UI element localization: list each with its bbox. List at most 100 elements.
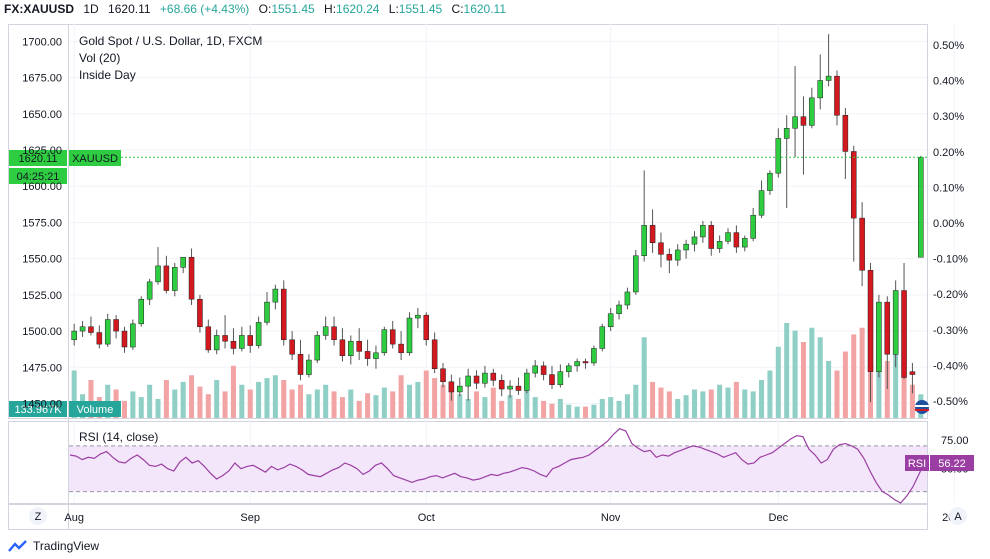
candle-body <box>700 225 706 238</box>
percent-axis[interactable]: 0.50% 0.40% 0.30% 0.20% 0.10% 0.00% -0.10% -0.2… <box>933 40 968 408</box>
tradingview-brand[interactable]: TradingView <box>8 539 99 553</box>
candle-body <box>649 225 656 243</box>
candle-body <box>691 236 698 245</box>
volume-bar <box>264 378 270 418</box>
candle-body <box>792 116 798 129</box>
rsi-label: RSI (14, close) <box>79 430 158 444</box>
volume-bar <box>256 381 262 418</box>
time-axis-left-button[interactable] <box>29 507 47 525</box>
volume-badge-label: Volume <box>77 404 114 416</box>
rsi-band <box>69 445 927 492</box>
candle-body <box>172 267 178 291</box>
volume-label-bg <box>69 401 121 417</box>
volume-bar <box>189 375 195 418</box>
candle-body <box>490 372 497 381</box>
candle-body <box>188 256 195 300</box>
candle-body <box>104 319 111 345</box>
volume-bar <box>893 334 899 418</box>
interval[interactable]: 1D <box>83 2 99 16</box>
volume-bar <box>591 404 597 418</box>
volume-bar <box>800 342 806 418</box>
time-tick-label: Nov <box>601 512 621 524</box>
volume-bar <box>608 397 614 418</box>
volume-bar <box>549 403 555 418</box>
candle-body <box>716 241 723 249</box>
percent-tick-label: 0.40% <box>933 76 964 88</box>
low-value: 1551.45 <box>398 2 443 16</box>
volume-bar <box>465 399 471 418</box>
candle-body <box>130 323 136 348</box>
price-change: +68.66 (+4.43%) <box>159 2 250 16</box>
volume-bar <box>557 399 563 418</box>
candle-body <box>507 385 513 390</box>
volume-bar <box>398 375 404 418</box>
volume-bar <box>515 399 521 418</box>
price-pane-frame <box>8 24 928 419</box>
time-tick-label: Dec <box>769 512 789 524</box>
volume-bar <box>448 389 454 418</box>
candle-body <box>348 340 354 356</box>
volume-bar <box>432 378 438 418</box>
volume-bar <box>356 400 362 418</box>
volume-bar <box>901 370 907 418</box>
rsi-value: 56.22 <box>938 458 966 470</box>
candle-body <box>457 385 463 393</box>
candle-body <box>658 242 664 255</box>
price-tick-label: 1675.00 <box>22 73 62 85</box>
candle-body <box>339 339 346 356</box>
volume-bar <box>365 393 371 418</box>
symbol-name[interactable]: FX:XAUUSD <box>4 2 75 16</box>
candle-body <box>708 225 715 249</box>
candle-body <box>582 361 589 364</box>
percent-tick-label: -0.30% <box>933 325 968 337</box>
candle-body <box>515 385 522 391</box>
candle-body <box>113 319 119 332</box>
time-axis-left-label: Z <box>35 511 42 523</box>
price-axis[interactable]: 1700.00 1675.00 1650.00 1625.00 1600.00 1575.… <box>22 36 62 410</box>
candle-body <box>389 329 396 345</box>
volume-bar <box>406 384 412 418</box>
volume-bar <box>230 365 236 418</box>
volume-bar <box>440 384 446 418</box>
candle-body <box>473 375 480 384</box>
legend-pattern: Inside Day <box>79 68 136 82</box>
candle-body <box>599 326 606 349</box>
time-tick-label: Aug <box>64 512 84 524</box>
rsi-badge-bg <box>905 455 929 471</box>
high-value: 1620.24 <box>336 2 380 16</box>
candle-body <box>406 317 413 354</box>
volume-bar <box>457 394 463 418</box>
candle-body <box>146 281 153 300</box>
percent-tick-label: 0.00% <box>933 218 964 230</box>
volume-bar <box>767 370 773 418</box>
candle-body <box>297 354 304 375</box>
candle-body <box>825 75 832 81</box>
time-axis[interactable]: AugSepOctNovDec2020FebMar23 <box>64 512 990 524</box>
volume-bar <box>658 387 664 418</box>
volume-bar <box>339 397 345 418</box>
volume-bar <box>691 389 697 418</box>
candle-body <box>850 151 857 219</box>
auto-scale-button[interactable] <box>949 507 967 525</box>
volume-bar <box>314 389 320 418</box>
volume-badge-value: 133.967K <box>14 404 62 416</box>
candle-body <box>733 232 740 248</box>
volume-bar <box>750 391 756 418</box>
candle-body <box>364 351 371 359</box>
candle-body <box>213 335 220 351</box>
volume-bar <box>205 394 211 418</box>
countdown-badge-value: 04:25:21 <box>17 171 60 183</box>
volume-bar <box>616 400 622 418</box>
rsi-tick-label: 75.00 <box>941 435 969 447</box>
volume-bar <box>809 327 815 418</box>
candle-body <box>180 256 186 268</box>
candle-body <box>381 329 388 354</box>
price-badge-value: 1620.11 <box>19 153 58 165</box>
volume-bar <box>909 384 915 418</box>
countdown-badge-bg <box>9 168 67 184</box>
volume-bar <box>390 391 396 418</box>
candle-body <box>197 298 203 327</box>
grid-lines <box>69 24 955 503</box>
volume-bar <box>373 395 379 418</box>
